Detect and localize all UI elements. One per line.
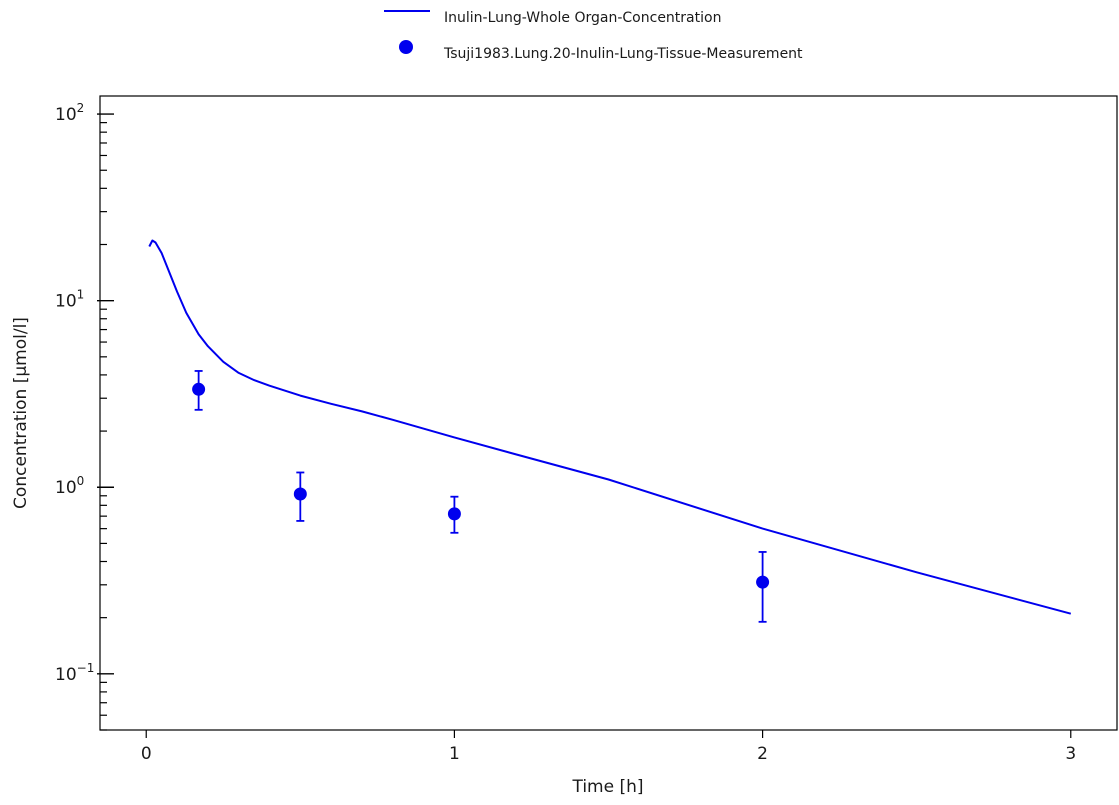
- plot-frame: [99, 95, 1118, 731]
- data-point: [447, 507, 461, 521]
- x-tick-label: 1: [449, 744, 460, 764]
- x-tick-label: 3: [1065, 744, 1076, 764]
- concentration-line: [148, 239, 1072, 615]
- data-point: [293, 487, 307, 501]
- y-tick-label: 100: [55, 474, 84, 498]
- series-line: [148, 239, 1072, 615]
- y-axis-label: Concentration [µmol/l]: [11, 317, 31, 509]
- data-point: [756, 575, 770, 589]
- legend: Inulin-Lung-Whole Organ-Concentration Ts…: [384, 10, 803, 62]
- legend-label-line: Inulin-Lung-Whole Organ-Concentration: [444, 10, 721, 26]
- x-axis-label: Time [h]: [571, 777, 643, 797]
- x-tick-label: 2: [757, 744, 768, 764]
- legend-marker-swatch: [399, 40, 413, 54]
- y-tick-label: 102: [55, 101, 84, 125]
- series-points: [192, 370, 770, 623]
- y-major-ticks: 10−1 100 101 102: [55, 101, 114, 685]
- x-ticks: 0 1 2 3: [141, 730, 1076, 764]
- y-tick-label: 101: [55, 288, 84, 312]
- y-tick-label: 10−1: [55, 661, 94, 685]
- x-tick-label: 0: [141, 744, 152, 764]
- y-minor-ticks: [100, 122, 107, 731]
- data-point: [192, 382, 206, 396]
- legend-label-scatter: Tsuji1983.Lung.20-Inulin-Lung-Tissue-Mea…: [443, 46, 803, 62]
